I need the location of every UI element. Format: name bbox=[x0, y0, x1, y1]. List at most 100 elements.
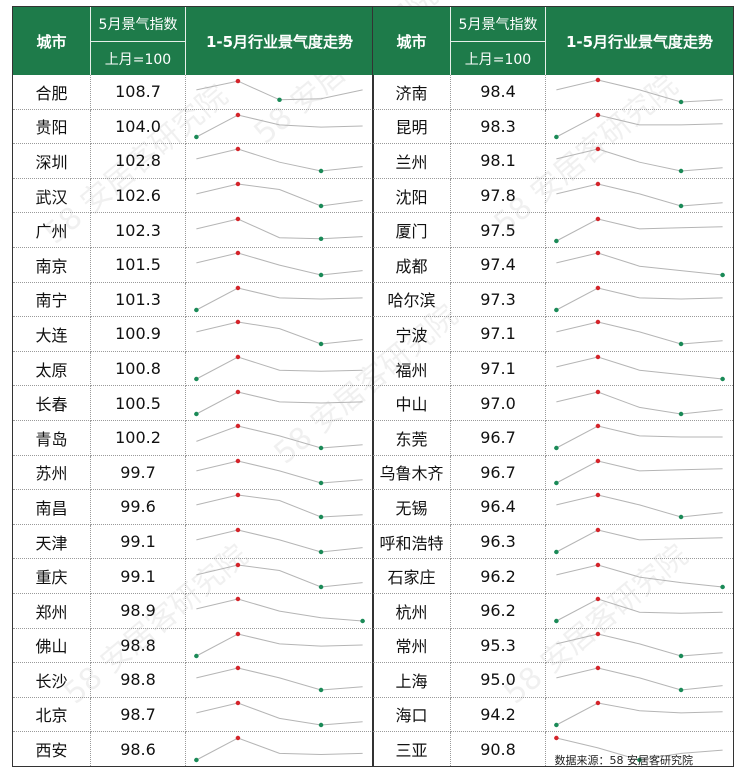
trend-max-point bbox=[235, 389, 241, 394]
index-value-cell: 99.1 bbox=[90, 558, 186, 594]
trend-sparkline bbox=[554, 700, 723, 728]
trend-line bbox=[196, 737, 363, 761]
trend-sparkline-cell bbox=[545, 489, 733, 525]
trend-max-point bbox=[595, 700, 601, 706]
index-value-cell: 97.3 bbox=[450, 282, 546, 318]
trend-min-point bbox=[554, 446, 559, 451]
trend-sparkline bbox=[196, 493, 363, 520]
trend-max-point bbox=[235, 112, 241, 118]
index-value-cell: 100.5 bbox=[90, 385, 186, 421]
trend-sparkline bbox=[196, 424, 363, 451]
trend-line bbox=[196, 252, 363, 276]
trend-sparkline-cell bbox=[545, 385, 733, 421]
table-row: 哈尔滨 97.3 bbox=[373, 282, 733, 318]
index-value-cell: 97.0 bbox=[450, 385, 546, 421]
city-cell: 乌鲁木齐 bbox=[373, 455, 451, 491]
table-row: 广州 102.3 bbox=[13, 212, 373, 248]
index-value-cell: 98.8 bbox=[90, 628, 186, 664]
trend-sparkline bbox=[556, 493, 723, 520]
index-value-cell: 97.8 bbox=[450, 178, 546, 214]
trend-min-point bbox=[318, 342, 324, 347]
table-row: 兰州 98.1 bbox=[373, 143, 733, 179]
table-row: 深圳 102.8 bbox=[13, 143, 373, 179]
trend-sparkline-cell bbox=[185, 662, 373, 698]
index-value-cell: 99.6 bbox=[90, 489, 186, 525]
table-row: 贵阳 104.0 bbox=[13, 109, 373, 145]
index-value-cell: 98.8 bbox=[90, 662, 186, 698]
trend-sparkline-cell bbox=[545, 662, 733, 698]
trend-max-point bbox=[554, 735, 559, 740]
trend-max-point bbox=[235, 181, 241, 187]
city-cell: 杭州 bbox=[373, 593, 451, 629]
trend-line bbox=[196, 667, 363, 691]
trend-sparkline-cell bbox=[545, 316, 733, 352]
trend-min-point bbox=[678, 203, 684, 209]
trend-min-point bbox=[554, 480, 559, 486]
trend-max-point bbox=[235, 493, 241, 498]
trend-min-point bbox=[318, 584, 324, 589]
trend-max-point bbox=[235, 666, 241, 671]
city-cell: 合肥 bbox=[13, 75, 91, 110]
city-cell: 上海 bbox=[373, 662, 451, 698]
city-cell: 深圳 bbox=[13, 143, 91, 179]
trend-sparkline-cell bbox=[185, 697, 373, 733]
trend-sparkline-cell bbox=[185, 247, 373, 283]
index-value-cell: 95.0 bbox=[450, 662, 546, 698]
table-row: 昆明 98.3 bbox=[373, 109, 733, 145]
trend-sparkline bbox=[556, 181, 723, 209]
trend-min-point bbox=[637, 757, 642, 762]
index-value-cell: 96.4 bbox=[450, 489, 546, 525]
trend-sparkline bbox=[554, 112, 723, 140]
city-cell: 石家庄 bbox=[373, 558, 451, 594]
city-column-header: 城市 bbox=[373, 7, 451, 75]
trend-column-header: 1-5月行业景气度走势 bbox=[545, 7, 733, 75]
city-cell: 长春 bbox=[13, 385, 91, 421]
trend-max-point bbox=[595, 562, 601, 567]
trend-sparkline-cell bbox=[185, 628, 373, 664]
trend-line bbox=[196, 598, 363, 622]
trend-sparkline bbox=[196, 251, 363, 278]
table-row: 无锡 96.4 bbox=[373, 489, 733, 525]
city-cell: 海口 bbox=[373, 697, 451, 733]
trend-min-point bbox=[554, 238, 559, 243]
table-row: 合肥 108.7 bbox=[13, 75, 373, 110]
trend-line bbox=[556, 702, 723, 726]
trend-line bbox=[196, 702, 363, 726]
trend-sparkline bbox=[556, 78, 723, 105]
trend-max-point bbox=[595, 251, 601, 256]
trend-line bbox=[196, 391, 363, 415]
trend-line bbox=[556, 356, 723, 380]
trend-sparkline bbox=[196, 181, 363, 209]
trend-min-point bbox=[360, 619, 365, 624]
index-value-cell: 98.6 bbox=[90, 731, 186, 766]
trend-line bbox=[196, 633, 363, 657]
trend-line bbox=[196, 494, 363, 518]
city-column-header: 城市 bbox=[13, 7, 91, 75]
trend-max-point bbox=[595, 666, 601, 671]
trend-max-point bbox=[595, 458, 601, 464]
index-value-cell: 98.4 bbox=[450, 75, 546, 110]
trend-min-point bbox=[678, 653, 684, 658]
city-cell: 福州 bbox=[373, 351, 451, 387]
trend-line bbox=[196, 356, 363, 380]
trend-max-point bbox=[595, 78, 601, 83]
trend-sparkline bbox=[554, 597, 723, 624]
trend-min-point bbox=[318, 515, 324, 520]
right-table-body: 济南 98.4 昆明 98.3 兰州 98.1 沈阳 97.8 厦门 97.5 成都 97.4 哈尔滨 9… bbox=[373, 75, 733, 766]
trend-sparkline bbox=[194, 389, 363, 416]
trend-sparkline-cell bbox=[185, 212, 373, 248]
trend-line bbox=[196, 564, 363, 588]
trend-sparkline-cell bbox=[185, 558, 373, 594]
city-cell: 天津 bbox=[13, 524, 91, 560]
city-cell: 大连 bbox=[13, 316, 91, 352]
trend-max-point bbox=[235, 424, 241, 429]
trend-min-point bbox=[678, 688, 684, 693]
index-value-cell: 104.0 bbox=[90, 109, 186, 145]
table-row: 北京 98.7 bbox=[13, 697, 373, 733]
trend-sparkline-cell bbox=[185, 524, 373, 560]
city-cell: 郑州 bbox=[13, 593, 91, 629]
city-cell: 宁波 bbox=[373, 316, 451, 352]
index-value-cell: 100.2 bbox=[90, 420, 186, 456]
trend-line bbox=[196, 287, 363, 311]
trend-min-point bbox=[318, 549, 324, 555]
